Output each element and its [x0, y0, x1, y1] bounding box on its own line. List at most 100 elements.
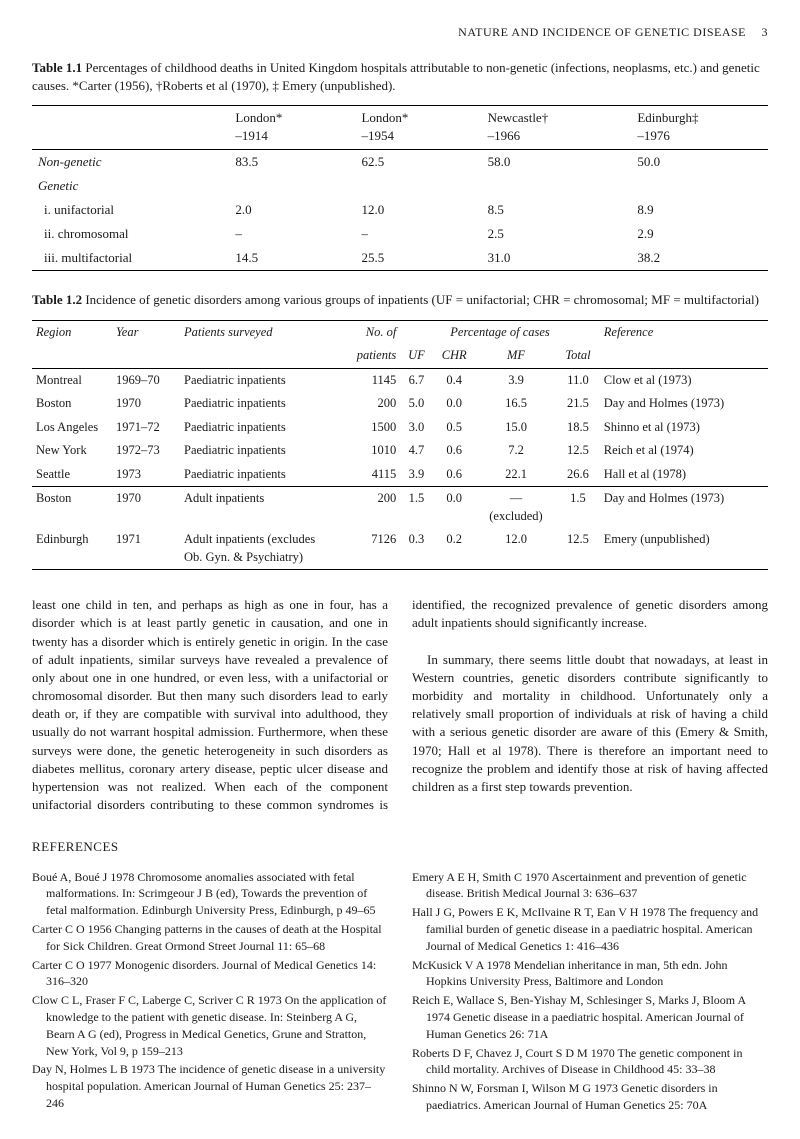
t2-cell: Boston — [32, 392, 112, 416]
t2-h-nof-sub: patients — [338, 344, 400, 368]
body-text: least one child in ten, and perhaps as h… — [32, 596, 768, 814]
reference-entry: Emery A E H, Smith C 1970 Ascertainment … — [412, 869, 768, 903]
t1-col3: Edinburgh‡ — [637, 110, 698, 125]
reference-entry: Clow C L, Fraser F C, Laberge C, Scriver… — [32, 992, 388, 1059]
table2-caption-rest: Incidence of genetic disorders among var… — [82, 292, 759, 307]
t2-cell: Shinno et al (1973) — [600, 416, 768, 440]
t2-cell: 4.7 — [400, 439, 432, 463]
t2-cell: Montreal — [32, 368, 112, 392]
t1-cell — [341, 174, 467, 198]
t2-cell: 1973 — [112, 463, 180, 487]
running-header: NATURE AND INCIDENCE OF GENETIC DISEASE … — [32, 24, 768, 41]
t1-cell: 2.9 — [617, 222, 768, 246]
t2-cell: 15.0 — [476, 416, 556, 440]
t2-h-chr: CHR — [433, 344, 476, 368]
t1-col2-sub: –1966 — [488, 128, 521, 143]
t2-h-total: Total — [556, 344, 600, 368]
t2-cell: Paediatric inpatients — [180, 368, 338, 392]
running-title: NATURE AND INCIDENCE OF GENETIC DISEASE — [458, 25, 746, 39]
t1-cell: 62.5 — [341, 149, 467, 174]
table1-caption-bold: Table 1.1 — [32, 60, 82, 75]
t2-cell: Seattle — [32, 463, 112, 487]
t1-cell: 2.5 — [468, 222, 618, 246]
t1-cell: – — [341, 222, 467, 246]
t1-row-label: Non-genetic — [32, 149, 215, 174]
t2-cell: 200 — [338, 392, 400, 416]
t2-cell: Los Angeles — [32, 416, 112, 440]
t2-h-uf: UF — [400, 344, 432, 368]
t2-h-year: Year — [112, 320, 180, 368]
t2-cell: Day and Holmes (1973) — [600, 487, 768, 529]
t2-cell: 16.5 — [476, 392, 556, 416]
t2-h-mf: MF — [476, 344, 556, 368]
t2-cell: 1971–72 — [112, 416, 180, 440]
reference-entry: Shinno N W, Forsman I, Wilson M G 1973 G… — [412, 1080, 768, 1114]
references-heading: REFERENCES — [32, 838, 768, 856]
t1-cell: 58.0 — [468, 149, 618, 174]
reference-entry: Roberts D F, Chavez J, Court S D M 1970 … — [412, 1045, 768, 1079]
t2-cell: 7126 — [338, 528, 400, 570]
reference-entry: McKusick V A 1978 Mendelian inheritance … — [412, 957, 768, 991]
t2-cell: 3.9 — [476, 368, 556, 392]
t2-cell: 12.5 — [556, 439, 600, 463]
body-p1: least one child in ten, and perhaps as h… — [32, 597, 388, 794]
t2-cell: 21.5 — [556, 392, 600, 416]
t1-cell: 31.0 — [468, 246, 618, 271]
t1-row-label: iii. multifactorial — [32, 246, 215, 271]
table1: London* –1914 London* –1954 Newcastle† –196… — [32, 105, 768, 271]
table2-caption: Table 1.2 Incidence of genetic disorders… — [32, 291, 768, 309]
t2-cell: 0.4 — [433, 368, 476, 392]
t2-cell: 0.6 — [433, 463, 476, 487]
t2-cell: New York — [32, 439, 112, 463]
t2-h-nof: No. of — [366, 325, 397, 339]
t2-cell: 1970 — [112, 487, 180, 529]
t1-cell: 50.0 — [617, 149, 768, 174]
t2-cell: Boston — [32, 487, 112, 529]
t2-cell: Adult inpatients (excludes Ob. Gyn. & Ps… — [180, 528, 338, 570]
t2-cell: Paediatric inpatients — [180, 416, 338, 440]
t1-cell: 25.5 — [341, 246, 467, 271]
t2-cell: 1972–73 — [112, 439, 180, 463]
t2-cell: 1970 — [112, 392, 180, 416]
t2-cell: 12.0 — [476, 528, 556, 570]
t2-cell: 4115 — [338, 463, 400, 487]
t1-row-label: Genetic — [32, 174, 215, 198]
t2-cell: Clow et al (1973) — [600, 368, 768, 392]
t1-col1-sub: –1954 — [361, 128, 394, 143]
t1-cell: – — [215, 222, 341, 246]
table1-caption: Table 1.1 Percentages of childhood death… — [32, 59, 768, 95]
t2-cell: 18.5 — [556, 416, 600, 440]
table2: Region Year Patients surveyed No. of Per… — [32, 320, 768, 577]
t2-cell: 22.1 — [476, 463, 556, 487]
t2-cell: 200 — [338, 487, 400, 529]
t2-cell: 0.6 — [433, 439, 476, 463]
t1-cell — [215, 174, 341, 198]
t2-cell: 1971 — [112, 528, 180, 570]
t2-cell: 0.0 — [433, 392, 476, 416]
t2-cell: Hall et al (1978) — [600, 463, 768, 487]
t2-h-surveyed: Patients surveyed — [180, 320, 338, 368]
t2-cell: Paediatric inpatients — [180, 392, 338, 416]
t1-cell: 12.0 — [341, 198, 467, 222]
t2-cell: 0.3 — [400, 528, 432, 570]
t2-cell: 12.5 — [556, 528, 600, 570]
t1-col0: London* — [235, 110, 282, 125]
t2-cell: 0.2 — [433, 528, 476, 570]
t2-cell: 0.5 — [433, 416, 476, 440]
t1-cell: 83.5 — [215, 149, 341, 174]
t2-cell: 0.0 — [433, 487, 476, 529]
t2-cell: Adult inpatients — [180, 487, 338, 529]
t1-col2: Newcastle† — [488, 110, 549, 125]
t2-cell: 3.0 — [400, 416, 432, 440]
t1-cell: 2.0 — [215, 198, 341, 222]
t2-cell: Day and Holmes (1973) — [600, 392, 768, 416]
t1-cell: 38.2 — [617, 246, 768, 271]
t2-cell: 5.0 — [400, 392, 432, 416]
reference-entry: Boué A, Boué J 1978 Chromosome anomalies… — [32, 869, 388, 919]
t1-row-label: i. unifactorial — [32, 198, 215, 222]
t1-col0-sub: –1914 — [235, 128, 268, 143]
t1-col1: London* — [361, 110, 408, 125]
reference-entry: Reich E, Wallace S, Ben-Yishay M, Schles… — [412, 992, 768, 1042]
t1-cell: 14.5 — [215, 246, 341, 271]
t2-cell: 1010 — [338, 439, 400, 463]
